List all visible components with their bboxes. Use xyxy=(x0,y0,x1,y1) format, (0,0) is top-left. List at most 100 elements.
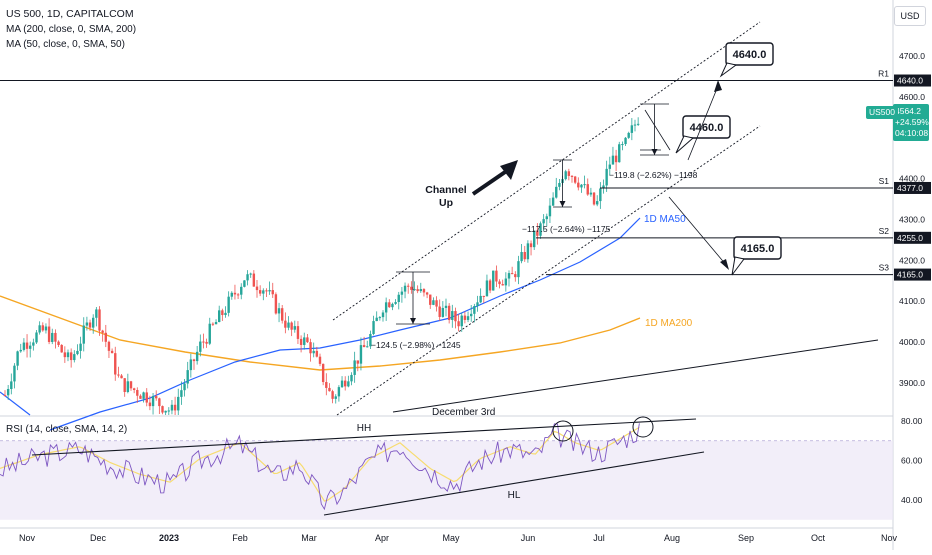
candle-body xyxy=(218,310,221,323)
candle-body xyxy=(334,396,337,399)
time-tick-label: Aug xyxy=(664,533,680,543)
symbol-title[interactable]: US 500, 1D, CAPITALCOM xyxy=(6,8,134,20)
time-tick-label: Jul xyxy=(593,533,605,543)
long-trendline xyxy=(392,339,879,413)
candle-body xyxy=(372,321,375,334)
candle-body xyxy=(369,333,372,347)
candle-body xyxy=(627,132,630,138)
candle-body xyxy=(98,309,101,331)
candle-body xyxy=(16,351,19,366)
candle-body xyxy=(536,230,539,236)
candle-body xyxy=(208,323,211,344)
time-tick-label: Apr xyxy=(375,533,389,543)
projection-up-head xyxy=(714,80,722,92)
candle-body xyxy=(221,310,224,316)
rsi-hl-line xyxy=(323,451,705,516)
candle-body xyxy=(425,292,429,295)
pullback-3-arrow xyxy=(651,149,658,155)
candle-body xyxy=(249,273,252,275)
candle-body xyxy=(504,278,508,286)
time-tick-label: Feb xyxy=(232,533,248,543)
candle-body xyxy=(10,381,13,390)
candle-body xyxy=(482,295,485,297)
candle-body xyxy=(476,302,479,307)
projection-up xyxy=(687,85,719,161)
candle-body xyxy=(429,294,432,305)
rsi-tick-label: 60.00 xyxy=(901,456,923,466)
candle-body xyxy=(227,296,230,313)
candle-body xyxy=(177,396,180,411)
candle-body xyxy=(258,290,262,294)
price-tick-label: 4700.0 xyxy=(899,51,925,61)
candle-body xyxy=(126,381,130,392)
candle-body xyxy=(66,352,70,358)
channel-arrow-head xyxy=(500,160,518,180)
candle-body xyxy=(580,184,583,188)
candle-body xyxy=(539,223,542,236)
price-tick-label: 3900.0 xyxy=(899,378,925,388)
candle-body xyxy=(271,290,274,295)
candle-body xyxy=(132,388,136,390)
channel-label-line1: Channel xyxy=(425,184,467,196)
currency-button[interactable]: USD xyxy=(894,6,926,26)
candle-body xyxy=(281,308,284,321)
rsi-hh-line xyxy=(31,418,697,456)
candle-body xyxy=(202,341,205,343)
candle-body xyxy=(602,185,605,189)
candle-body xyxy=(397,294,400,303)
candle-body xyxy=(41,325,44,331)
candle-body xyxy=(38,325,41,333)
candle-body xyxy=(381,312,385,318)
time-tick-label: Nov xyxy=(19,533,36,543)
price-tick-label: 4000.0 xyxy=(899,337,925,347)
candle-body xyxy=(347,381,350,387)
candle-body xyxy=(252,273,256,287)
channel-lower xyxy=(336,125,761,416)
candle-body xyxy=(636,123,640,125)
candle-body xyxy=(422,289,426,293)
candle-body xyxy=(407,285,410,287)
level-price-tag xyxy=(894,74,931,87)
candle-body xyxy=(262,290,265,294)
candle-body xyxy=(510,273,514,275)
candle-body xyxy=(548,205,552,217)
target-lower-pointer xyxy=(731,256,745,276)
candle-body xyxy=(129,381,133,389)
candle-body xyxy=(344,380,347,387)
ma200-label: 1D MA200 xyxy=(645,318,693,329)
candle-body xyxy=(82,325,85,344)
rsi-tick-label: 80.00 xyxy=(901,416,923,426)
candle-body xyxy=(299,338,303,345)
candle-body xyxy=(47,326,51,342)
candle-body xyxy=(57,341,60,345)
candle-body xyxy=(498,281,501,285)
candle-body xyxy=(164,410,167,413)
candle-body xyxy=(123,378,126,392)
rsi-band xyxy=(0,440,893,520)
price-tick-label: 4100.0 xyxy=(899,296,925,306)
candle-body xyxy=(246,274,249,281)
ma50-legend[interactable]: MA (50, close, 0, SMA, 50) xyxy=(6,39,125,50)
candle-body xyxy=(533,230,536,248)
candle-body xyxy=(435,300,438,307)
candle-body xyxy=(148,402,152,407)
candle-body xyxy=(375,317,378,322)
candles-layer xyxy=(3,117,640,415)
candle-body xyxy=(517,261,520,278)
candle-body xyxy=(44,326,48,331)
pullback-2-arrow xyxy=(559,201,566,207)
candle-body xyxy=(618,144,621,163)
candle-body xyxy=(199,341,202,352)
candle-body xyxy=(318,356,322,364)
price-tag-value: 4564.2 xyxy=(895,106,921,116)
candle-body xyxy=(167,410,170,412)
candle-body xyxy=(551,197,555,206)
candle-body xyxy=(410,286,413,290)
candle-body xyxy=(400,291,404,295)
price-tick-label: 4200.0 xyxy=(899,255,925,265)
ma50-label: 1D MA50 xyxy=(644,214,686,225)
ma200-legend[interactable]: MA (200, close, 0, SMA, 200) xyxy=(6,24,137,35)
candle-body xyxy=(25,342,29,349)
rsi-legend[interactable]: RSI (14, close, SMA, 14, 2) xyxy=(6,424,128,435)
target-upper-box xyxy=(725,42,774,66)
